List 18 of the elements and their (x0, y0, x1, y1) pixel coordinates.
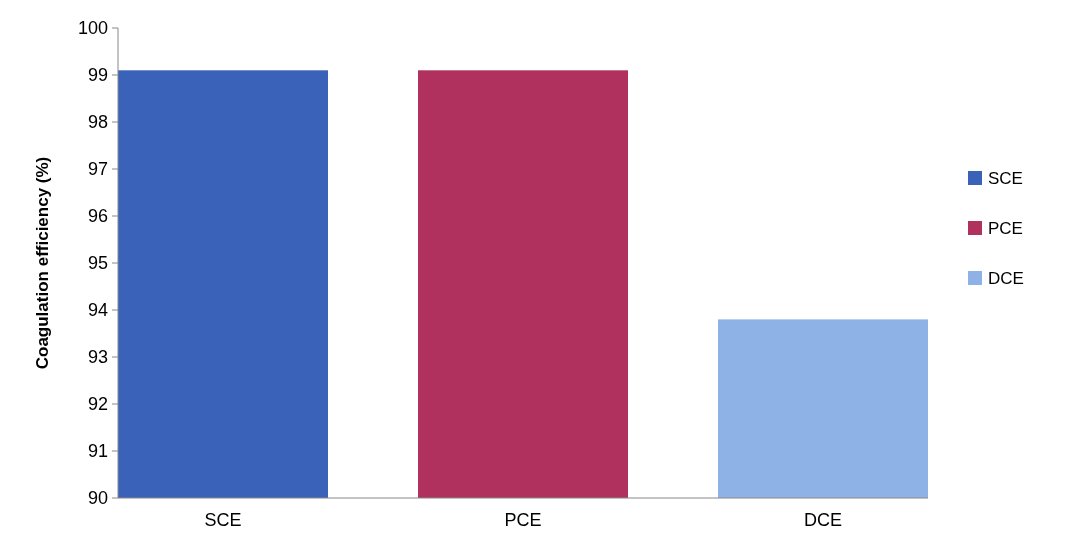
y-tick-label: 98 (87, 112, 108, 133)
y-tick-label: 96 (87, 206, 108, 227)
y-tick-label: 94 (87, 300, 108, 321)
x-tick-label: DCE (803, 510, 843, 530)
y-tick-label: 99 (87, 65, 108, 86)
x-tick-label: SCE (204, 510, 242, 530)
y-tick-label: 91 (87, 441, 108, 462)
y-tick-label: 93 (87, 347, 108, 368)
y-tick-label: 97 (87, 159, 108, 180)
legend-label: PCE (988, 218, 1023, 238)
y-axis-title: Coagulation efficiency (%) (33, 156, 52, 370)
legend-label: DCE (988, 268, 1024, 288)
legend-label: SCE (988, 168, 1023, 188)
y-tick-label: 90 (87, 488, 108, 509)
x-tick-label: PCE (504, 510, 542, 530)
y-tick-label: 95 (87, 253, 108, 274)
y-tick-label: 100 (77, 18, 108, 39)
y-tick-label: 92 (87, 394, 108, 415)
